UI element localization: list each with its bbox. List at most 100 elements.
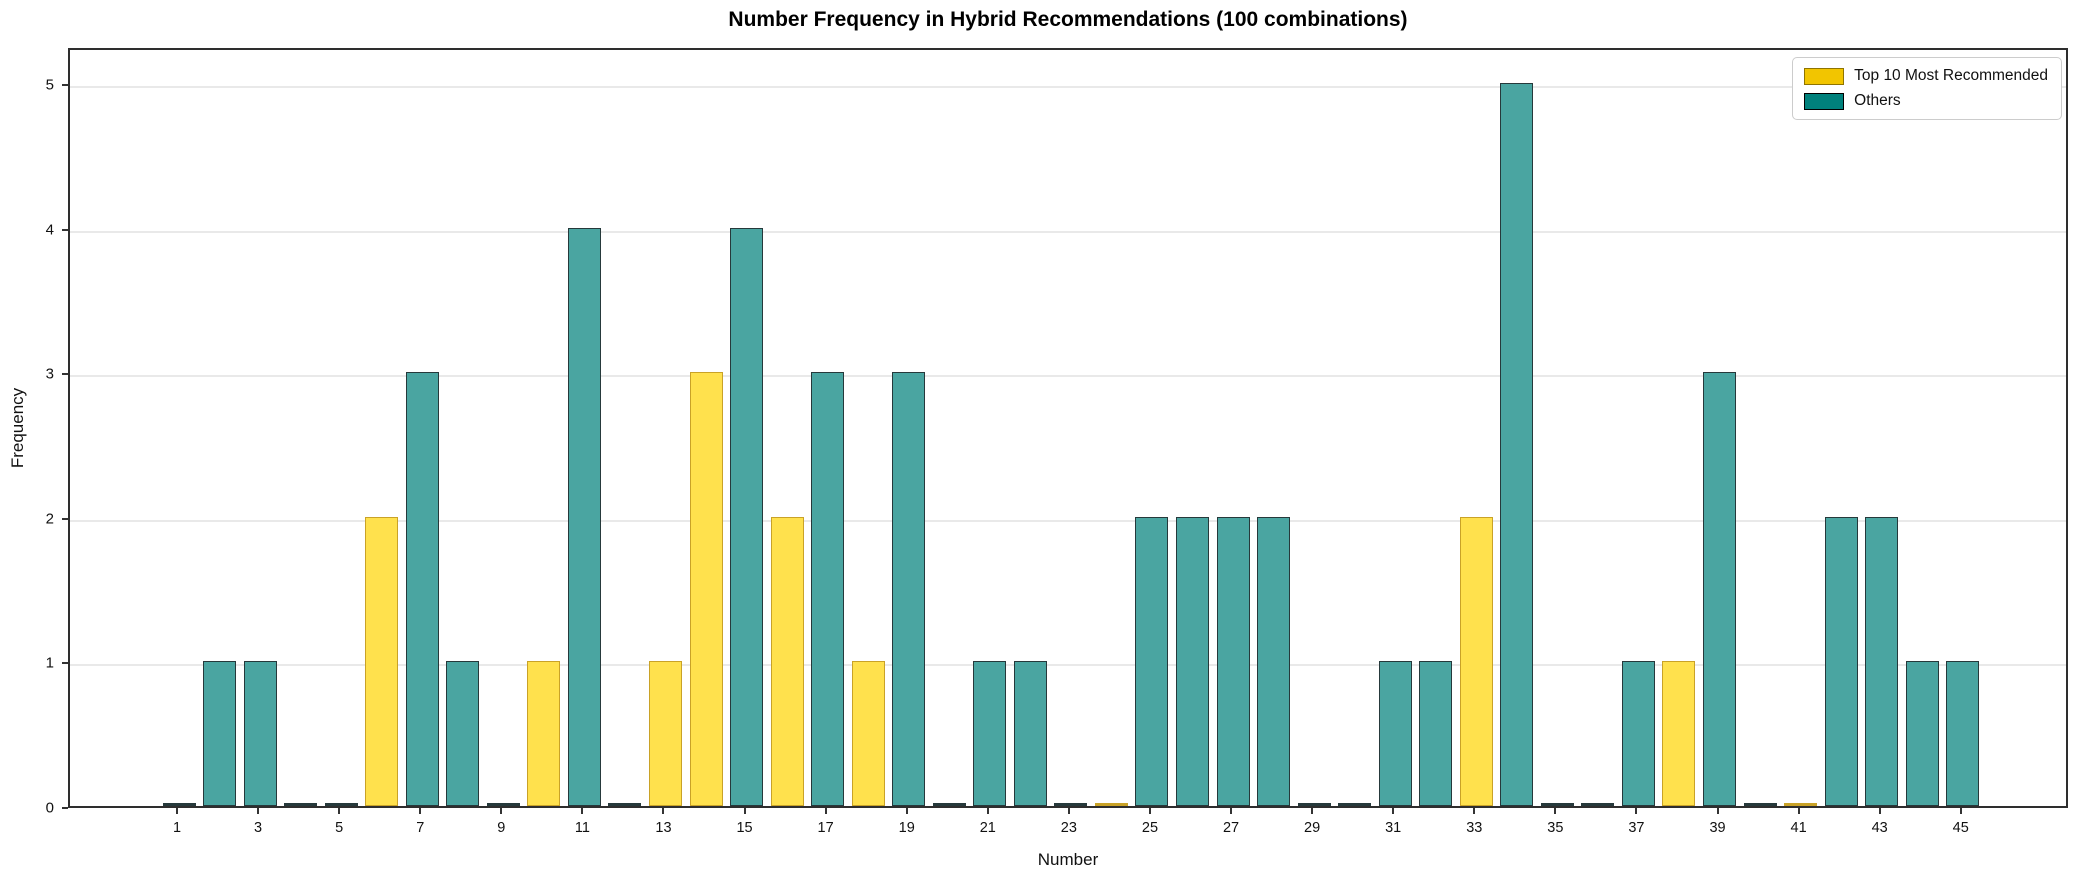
bar-number-7 xyxy=(405,372,439,806)
bar-number-15 xyxy=(730,227,764,806)
bar-number-45 xyxy=(1946,661,1980,806)
bar-number-22 xyxy=(1013,661,1047,806)
bar-number-24 xyxy=(1094,803,1128,806)
x-tick-label-23: 23 xyxy=(1060,820,1077,836)
x-tick-label-7: 7 xyxy=(416,820,425,836)
x-tick-label-27: 27 xyxy=(1222,820,1240,836)
bar-number-16 xyxy=(770,516,804,806)
legend: Top 10 Most Recommended Others xyxy=(1792,57,2062,120)
bar-number-42 xyxy=(1824,516,1858,806)
x-tick-label-37: 37 xyxy=(1628,820,1645,836)
y-axis-label: Frequency xyxy=(8,387,27,469)
bar-number-14 xyxy=(689,372,723,806)
x-tick-label-39: 39 xyxy=(1709,820,1726,836)
y-tick-1 xyxy=(62,662,68,665)
y-tick-label-5: 5 xyxy=(45,76,54,94)
bar-number-17 xyxy=(811,372,845,806)
x-tick-25 xyxy=(1148,808,1151,814)
x-tick-label-9: 9 xyxy=(497,820,506,836)
x-tick-15 xyxy=(743,808,746,814)
x-tick-label-35: 35 xyxy=(1547,820,1564,836)
bar-number-25 xyxy=(1135,516,1169,806)
x-tick-label-43: 43 xyxy=(1871,820,1888,836)
x-tick-37 xyxy=(1635,808,1638,814)
bar-number-37 xyxy=(1621,661,1655,806)
y-tick-label-0: 0 xyxy=(45,799,54,817)
x-axis-label: Number xyxy=(1037,850,1099,869)
y-tick-label-4: 4 xyxy=(45,221,54,239)
bar-number-35 xyxy=(1540,803,1574,806)
bar-number-31 xyxy=(1378,661,1412,806)
x-tick-7 xyxy=(419,808,422,814)
bar-number-9 xyxy=(486,803,520,806)
bar-number-20 xyxy=(932,803,966,806)
bar-number-13 xyxy=(648,661,682,806)
x-tick-23 xyxy=(1067,808,1070,814)
legend-item-top10: Top 10 Most Recommended xyxy=(1804,67,2048,85)
legend-swatch-top10 xyxy=(1804,67,1845,85)
gridline-y-3 xyxy=(70,375,2066,378)
bar-number-29 xyxy=(1297,803,1331,806)
x-tick-13 xyxy=(662,808,665,814)
bar-number-19 xyxy=(892,372,926,806)
plot-area xyxy=(68,48,2068,808)
x-tick-21 xyxy=(986,808,989,814)
gridline-y-2 xyxy=(70,519,2066,522)
bar-number-1 xyxy=(162,803,196,806)
x-tick-33 xyxy=(1473,808,1476,814)
x-tick-11 xyxy=(581,808,584,814)
gridline-y-5 xyxy=(70,86,2066,88)
x-tick-label-29: 29 xyxy=(1304,820,1321,836)
bar-number-41 xyxy=(1784,803,1818,806)
bar-number-12 xyxy=(608,803,642,806)
bar-number-33 xyxy=(1459,516,1493,806)
bar-number-43 xyxy=(1865,516,1899,806)
x-tick-label-15: 15 xyxy=(736,820,753,836)
legend-label-top10: Top 10 Most Recommended xyxy=(1854,67,2048,84)
x-tick-label-5: 5 xyxy=(335,820,344,836)
x-tick-label-1: 1 xyxy=(172,820,182,836)
y-tick-label-2: 2 xyxy=(45,510,54,528)
bar-number-5 xyxy=(324,803,358,806)
y-tick-3 xyxy=(62,373,68,376)
bar-number-27 xyxy=(1216,516,1250,806)
legend-item-others: Others xyxy=(1804,92,2048,110)
x-tick-label-31: 31 xyxy=(1385,820,1402,836)
bar-number-40 xyxy=(1743,803,1777,806)
y-tick-2 xyxy=(62,517,68,520)
y-tick-label-3: 3 xyxy=(45,365,54,383)
x-tick-29 xyxy=(1311,808,1314,814)
x-tick-label-13: 13 xyxy=(655,820,672,836)
x-tick-39 xyxy=(1716,808,1719,814)
x-tick-label-11: 11 xyxy=(574,820,590,836)
x-tick-31 xyxy=(1392,808,1395,814)
y-tick-0 xyxy=(62,807,68,809)
bar-number-34 xyxy=(1500,83,1534,806)
y-tick-label-1: 1 xyxy=(45,654,54,672)
bar-number-32 xyxy=(1419,661,1453,806)
x-tick-5 xyxy=(338,808,341,814)
x-tick-label-41: 41 xyxy=(1790,820,1807,836)
y-tick-4 xyxy=(62,228,68,231)
bar-number-18 xyxy=(851,661,885,806)
bar-number-36 xyxy=(1581,803,1615,806)
x-tick-label-19: 19 xyxy=(898,820,915,836)
x-tick-1 xyxy=(176,808,178,814)
x-tick-label-33: 33 xyxy=(1466,820,1483,836)
bar-number-39 xyxy=(1703,372,1737,806)
bar-number-10 xyxy=(527,661,561,806)
gridline-y-1 xyxy=(70,664,2066,667)
gridline-y-4 xyxy=(70,230,2066,233)
x-tick-9 xyxy=(500,808,503,814)
x-tick-43 xyxy=(1878,808,1881,814)
x-tick-label-21: 21 xyxy=(979,820,996,836)
bar-number-38 xyxy=(1662,661,1696,806)
bar-number-30 xyxy=(1338,803,1372,806)
chart-title: Number Frequency in Hybrid Recommendatio… xyxy=(728,8,1408,31)
bar-number-11 xyxy=(567,227,601,806)
legend-swatch-others xyxy=(1804,92,1845,110)
x-tick-19 xyxy=(905,808,908,814)
bar-number-3 xyxy=(243,661,277,806)
x-tick-label-25: 25 xyxy=(1141,820,1159,836)
